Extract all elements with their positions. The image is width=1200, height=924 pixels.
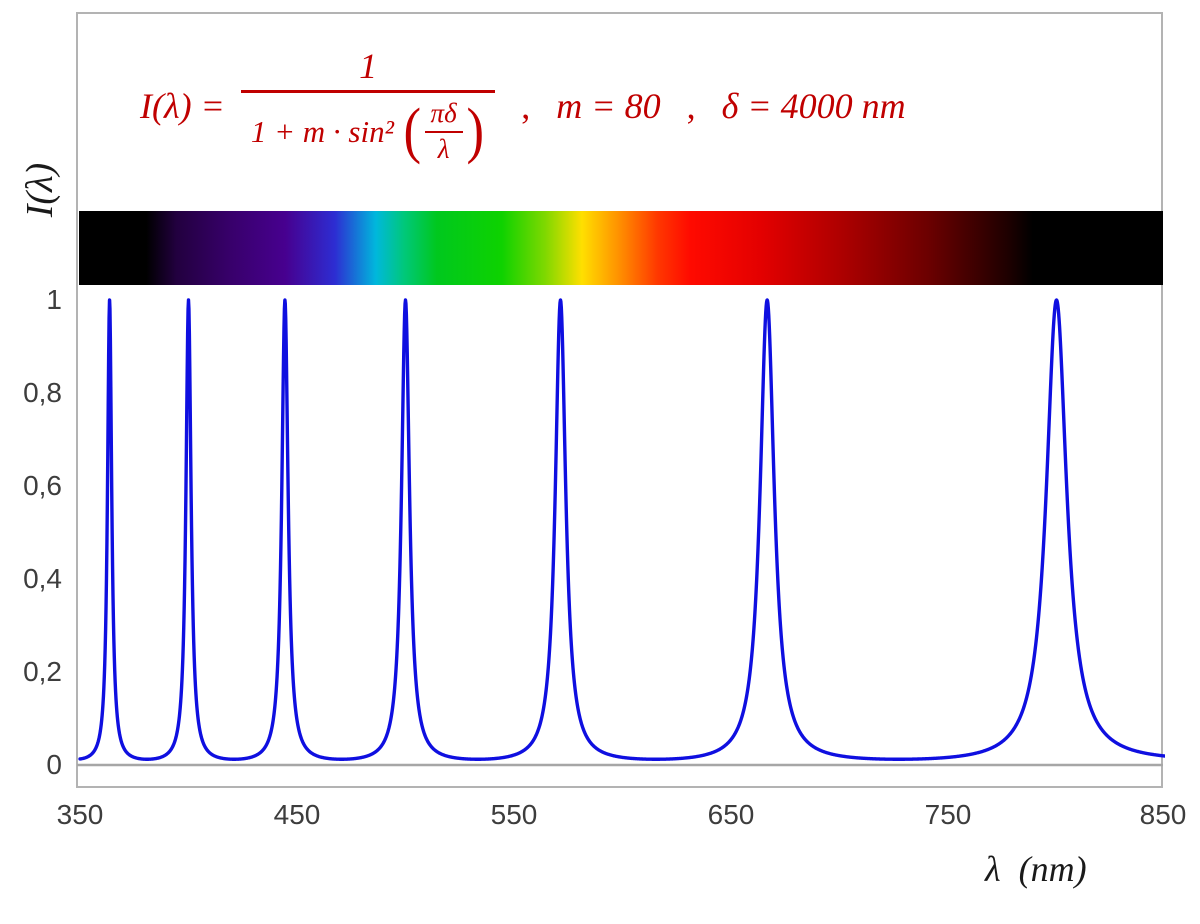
formula-separator: , [521,85,531,126]
y-axis-title: I(λ) [19,162,61,218]
y-tick-0-4: 0,4 [23,563,62,594]
open-paren: ( [403,96,421,165]
intensity-curve [78,298,1165,761]
y-tick-0: 0 [46,749,62,780]
x-tick-350: 350 [56,799,104,830]
visible-spectrum-bar [79,211,1163,285]
plot-frame [76,12,1163,788]
parameter-m: m = 80 [556,85,661,126]
y-tick-0-2: 0,2 [23,656,62,687]
formula-separator: , [686,85,696,126]
x-tick-550: 550 [490,799,538,830]
fraction-bar [240,90,496,94]
formula: I(λ) = 1 1 + m · sin² ( πδ λ ) , m = 80 … [140,28,906,183]
x-tick-450: 450 [273,799,321,830]
x-tick-650: 650 [707,799,755,830]
y-tick-0-6: 0,6 [23,470,62,501]
inner-fraction-numerator: πδ [424,98,463,133]
formula-lhs: I(λ) = [140,85,225,126]
fraction-numerator: 1 [359,45,378,86]
inner-fraction-denominator: λ [437,133,450,164]
parameter-delta: δ = 4000 nm [721,85,906,126]
x-tick-750: 750 [924,799,972,830]
x-axis-title: λ (nm) [985,849,1087,889]
x-tick-850: 850 [1139,799,1187,830]
close-paren: ) [466,96,484,165]
y-tick-0-8: 0,8 [23,377,62,408]
inner-fraction: πδ λ [424,98,463,164]
fraction-denominator: 1 + m · sin² ( πδ λ ) [241,96,495,165]
intensity-plot [77,298,1165,767]
denominator-prefix: 1 + m · sin² [250,113,394,149]
formula-fraction: 1 1 + m · sin² ( πδ λ ) [240,45,496,165]
y-tick-1: 1 [46,284,62,315]
